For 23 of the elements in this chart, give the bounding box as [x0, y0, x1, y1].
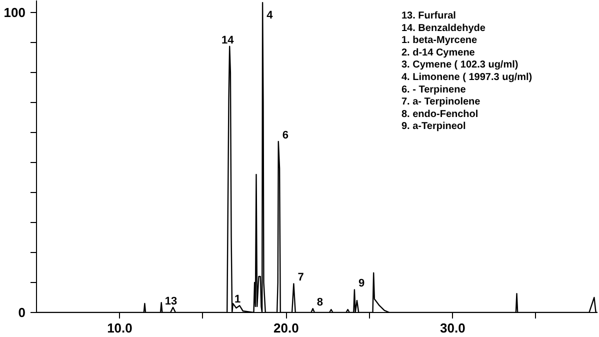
annotation: 13: [164, 295, 178, 308]
annotation: 14: [221, 34, 235, 46]
annotation: 6: [282, 130, 289, 142]
annotation: 13. Furfural: [402, 10, 456, 22]
annotation: 3. Cymene ( 102.3 ug/ml): [402, 60, 518, 71]
x-tick-label: 30.0: [440, 320, 466, 336]
annotation: 4. Limonene ( 1997.3 ug/ml): [402, 72, 532, 83]
annotation: 1. beta-Myrcene: [402, 35, 478, 46]
x-tick-label: 10.0: [107, 320, 132, 336]
annotation: 7. a- Terpinolene: [402, 96, 481, 108]
x-tick-label: 20.0: [274, 320, 299, 336]
y-tick-label: 100: [4, 5, 26, 20]
annotation: 6. - Terpinene: [402, 84, 466, 96]
annotation: 9. a-Terpineol: [402, 121, 466, 132]
annotation: 1: [234, 294, 241, 306]
annotation: 7: [298, 272, 304, 284]
annotation: 2. d-14 Cymene: [402, 47, 476, 58]
annotation: 4: [266, 10, 274, 22]
annotation: 8: [316, 296, 323, 309]
annotation: 9: [358, 278, 365, 290]
y-tick-label: 0: [18, 305, 26, 320]
annotation: 8. endo-Fenchol: [402, 108, 478, 120]
annotation: 14. Benzaldehyde: [402, 22, 486, 34]
